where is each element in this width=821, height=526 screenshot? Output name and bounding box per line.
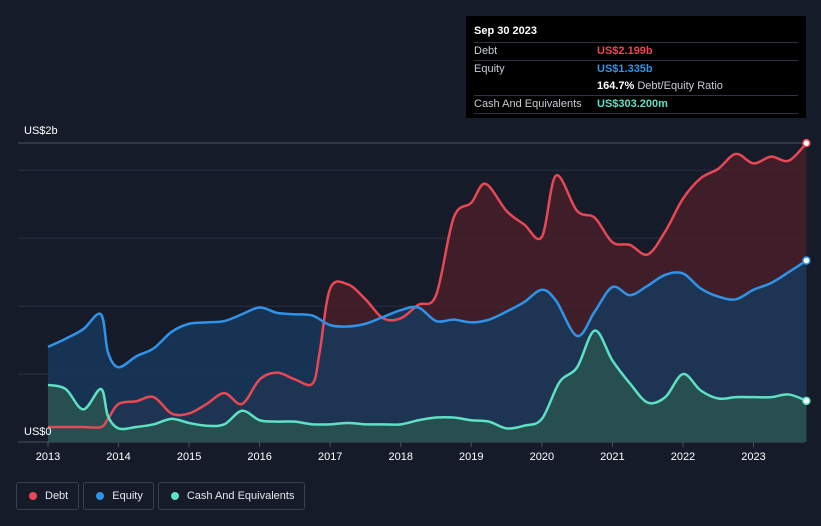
tooltip-row-equity: Equity US$1.335b: [474, 60, 798, 78]
x-tick-label-2014: 2014: [106, 451, 130, 463]
y-axis-top-label: US$2b: [24, 125, 58, 137]
cash-endpoint: [802, 396, 811, 406]
x-tick-label-2013: 2013: [36, 451, 60, 463]
x-tick-label-2019: 2019: [459, 451, 483, 463]
equity-line: [47, 259, 808, 369]
series-lines: [47, 142, 808, 431]
debt-line: [48, 142, 808, 429]
x-tick-label-2023: 2023: [741, 451, 765, 463]
debt-dot-icon: [29, 492, 37, 500]
series-endpoints: [802, 138, 811, 406]
legend-item-cash[interactable]: Cash And Equivalents: [157, 482, 306, 510]
tooltip-debt-label: Debt: [474, 45, 498, 57]
tooltip-cash-value: US$303.200m: [597, 98, 668, 110]
tooltip-ratio-value: 164.7%: [597, 80, 635, 92]
chart-legend: Debt Equity Cash And Equivalents: [16, 482, 309, 510]
tooltip-equity-value: US$1.335b: [597, 63, 653, 75]
x-tick-label-2016: 2016: [247, 451, 271, 463]
equity-endpoint: [802, 256, 811, 265]
tooltip-cash-label: Cash And Equivalents: [474, 98, 582, 110]
legend-debt-label: Debt: [45, 490, 69, 502]
tooltip-date: Sep 30 2023: [474, 25, 537, 37]
x-tick-label-2020: 2020: [530, 451, 554, 463]
y-axis-bottom-label: US$0: [24, 426, 52, 438]
tooltip-debt-value: US$2.199b: [597, 45, 653, 57]
x-tick-label-2018: 2018: [389, 451, 413, 463]
debt-equity-chart: US$2b US$0 2013 2014 2015 2016 2017 2018 2019 2…: [18, 125, 811, 463]
tooltip-row-debt: Debt US$2.199b: [474, 42, 798, 60]
legend-cash-label: Cash And Equivalents: [186, 490, 295, 502]
x-tick-label-2022: 2022: [671, 451, 695, 463]
x-tick-label-2017: 2017: [318, 451, 342, 463]
cash-line: [47, 329, 807, 431]
tooltip-equity-label: Equity: [474, 63, 505, 75]
x-tick-label-2015: 2015: [177, 451, 201, 463]
tooltip-row-ratio: 164.7% Debt/Equity Ratio: [474, 78, 798, 95]
equity-dot-icon: [96, 492, 105, 500]
legend-item-equity[interactable]: Equity: [83, 482, 154, 510]
data-tooltip: Sep 30 2023 Debt US$2.199b Equity US$1.3…: [466, 16, 806, 118]
legend-item-debt[interactable]: Debt: [16, 482, 80, 510]
cash-dot-icon: [170, 492, 179, 500]
tooltip-row-cash: Cash And Equivalents US$303.200m: [474, 95, 798, 114]
x-axis-ticks: 2013 2014 2015 2016 2017 2018 2019 2020 2021 2022…: [36, 442, 766, 463]
tooltip-ratio-text: Debt/Equity Ratio: [637, 80, 723, 92]
debt-endpoint: [802, 138, 811, 148]
x-tick-label-2021: 2021: [600, 451, 624, 463]
legend-equity-label: Equity: [112, 490, 143, 502]
